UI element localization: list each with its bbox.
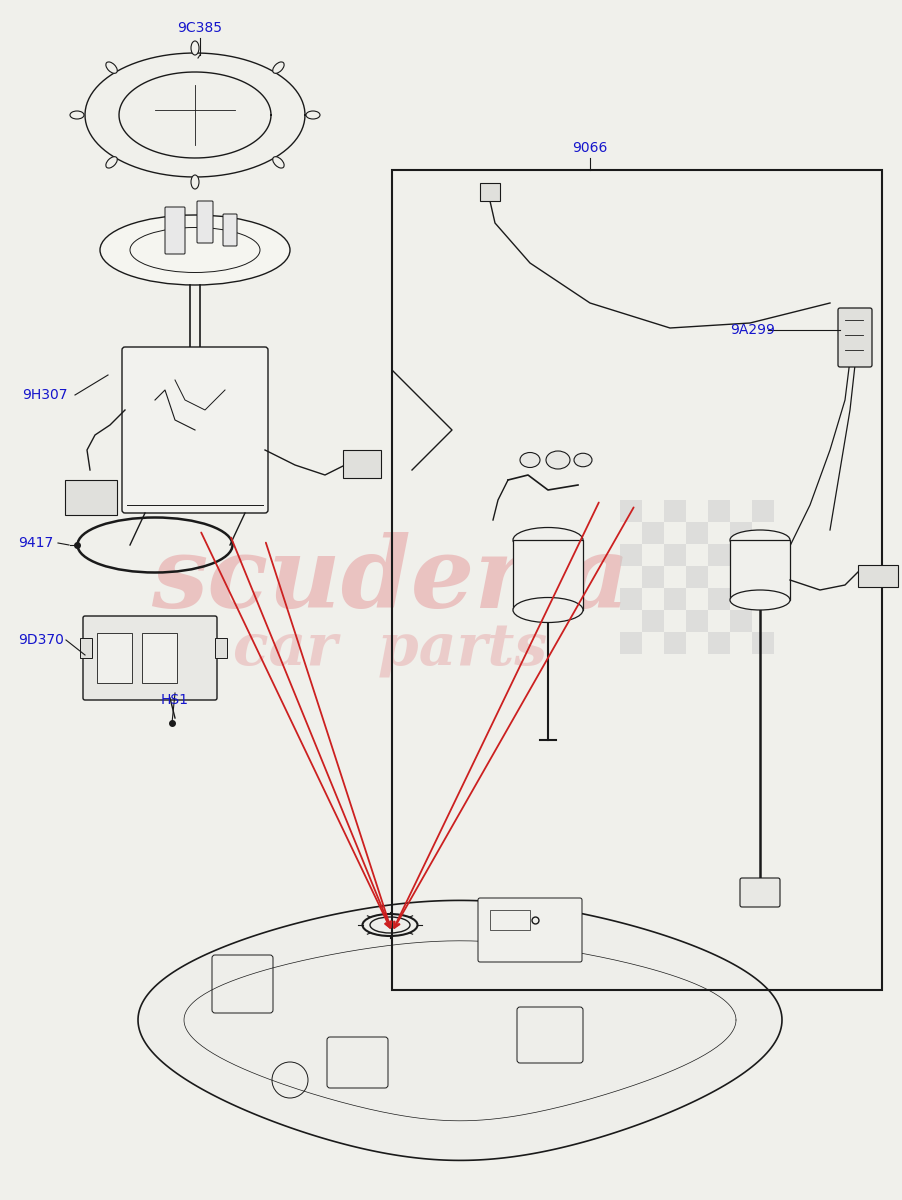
Polygon shape <box>138 900 782 1160</box>
Bar <box>620 632 642 654</box>
Bar <box>215 638 227 658</box>
Text: scuderia: scuderia <box>151 532 630 629</box>
Ellipse shape <box>70 110 84 119</box>
Ellipse shape <box>106 157 117 168</box>
Ellipse shape <box>191 175 199 188</box>
Bar <box>664 588 686 610</box>
Bar <box>343 450 381 478</box>
FancyBboxPatch shape <box>165 206 185 254</box>
Bar <box>664 500 686 522</box>
Ellipse shape <box>574 454 592 467</box>
Ellipse shape <box>730 590 790 610</box>
Bar <box>730 566 752 588</box>
Ellipse shape <box>272 157 284 168</box>
Bar <box>686 522 708 544</box>
Bar <box>642 610 664 632</box>
Ellipse shape <box>546 451 570 469</box>
Bar <box>686 566 708 588</box>
FancyBboxPatch shape <box>197 200 213 242</box>
Bar <box>142 634 177 683</box>
Ellipse shape <box>513 598 583 623</box>
Bar <box>480 182 500 200</box>
Bar <box>752 588 774 610</box>
Bar <box>513 540 583 610</box>
Bar <box>708 544 730 566</box>
Text: 9H307: 9H307 <box>22 388 68 402</box>
Bar <box>752 500 774 522</box>
Ellipse shape <box>520 452 540 468</box>
Bar <box>752 544 774 566</box>
FancyBboxPatch shape <box>478 898 582 962</box>
Bar <box>708 500 730 522</box>
Text: 9C385: 9C385 <box>178 20 223 35</box>
Bar <box>708 588 730 610</box>
Text: car  parts: car parts <box>233 622 548 678</box>
Ellipse shape <box>130 228 260 272</box>
Ellipse shape <box>513 528 583 552</box>
Ellipse shape <box>272 62 284 73</box>
Text: 9D370: 9D370 <box>18 634 64 647</box>
FancyBboxPatch shape <box>740 878 780 907</box>
Bar <box>730 610 752 632</box>
Text: HS1: HS1 <box>161 692 189 707</box>
FancyBboxPatch shape <box>838 308 872 367</box>
FancyBboxPatch shape <box>223 214 237 246</box>
Ellipse shape <box>191 41 199 55</box>
Bar <box>752 632 774 654</box>
Bar <box>80 638 92 658</box>
Ellipse shape <box>100 215 290 284</box>
Bar <box>392 170 882 990</box>
Bar <box>620 544 642 566</box>
Bar <box>620 588 642 610</box>
Bar <box>730 522 752 544</box>
Bar <box>642 522 664 544</box>
Bar <box>620 500 642 522</box>
Bar <box>686 610 708 632</box>
Ellipse shape <box>306 110 320 119</box>
Bar <box>65 480 117 515</box>
Text: 9417: 9417 <box>18 536 53 550</box>
Text: 9066: 9066 <box>572 140 608 155</box>
Bar <box>490 910 530 930</box>
FancyBboxPatch shape <box>122 347 268 514</box>
Bar <box>730 540 790 600</box>
Bar <box>664 544 686 566</box>
Text: 9A299: 9A299 <box>730 323 775 337</box>
Bar <box>97 634 132 683</box>
Bar <box>664 632 686 654</box>
Ellipse shape <box>106 62 117 73</box>
Bar <box>708 632 730 654</box>
Bar <box>642 566 664 588</box>
Ellipse shape <box>730 530 790 550</box>
Bar <box>858 565 898 587</box>
FancyBboxPatch shape <box>83 616 217 700</box>
